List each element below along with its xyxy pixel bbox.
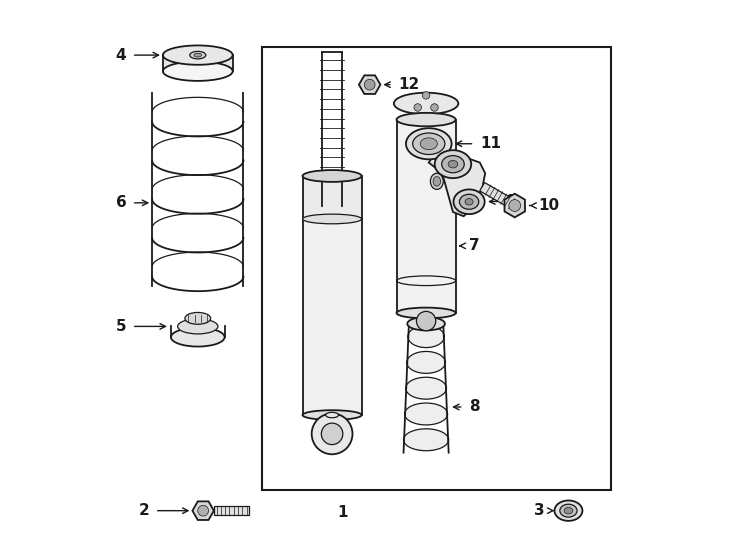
Ellipse shape (459, 194, 479, 210)
Ellipse shape (435, 150, 471, 178)
Text: 3: 3 (534, 503, 545, 518)
Circle shape (364, 79, 375, 90)
Bar (302, 176, 362, 219)
Ellipse shape (406, 377, 446, 399)
Ellipse shape (420, 138, 437, 150)
Ellipse shape (408, 326, 444, 348)
Ellipse shape (404, 403, 448, 425)
Ellipse shape (454, 190, 484, 214)
Ellipse shape (430, 173, 443, 190)
Text: 2: 2 (139, 503, 150, 518)
Ellipse shape (448, 160, 458, 168)
Text: 12: 12 (398, 77, 419, 92)
Text: 4: 4 (116, 48, 126, 63)
Ellipse shape (326, 413, 338, 418)
Ellipse shape (465, 199, 473, 205)
Ellipse shape (407, 352, 446, 373)
Ellipse shape (302, 410, 362, 420)
Ellipse shape (413, 133, 445, 154)
Bar (302, 219, 362, 415)
Circle shape (509, 200, 520, 212)
Ellipse shape (407, 317, 445, 330)
Ellipse shape (302, 170, 362, 182)
Text: 5: 5 (116, 319, 126, 334)
Circle shape (414, 104, 421, 111)
Ellipse shape (163, 45, 233, 65)
Text: 6: 6 (115, 195, 126, 211)
Bar (214, 507, 249, 515)
Polygon shape (429, 152, 485, 217)
Text: 7: 7 (469, 238, 480, 253)
Ellipse shape (394, 93, 458, 114)
Ellipse shape (171, 328, 225, 347)
Ellipse shape (396, 113, 456, 126)
Circle shape (321, 423, 343, 444)
Text: 11: 11 (480, 136, 501, 151)
Circle shape (197, 505, 208, 516)
Ellipse shape (185, 313, 211, 324)
Text: 9: 9 (506, 194, 516, 209)
Bar (163, 55, 233, 71)
Ellipse shape (189, 51, 206, 59)
Ellipse shape (404, 429, 448, 451)
Polygon shape (480, 183, 517, 210)
Ellipse shape (396, 308, 456, 319)
Ellipse shape (302, 214, 362, 224)
Ellipse shape (406, 128, 451, 159)
Ellipse shape (163, 62, 233, 81)
Ellipse shape (564, 508, 573, 514)
Ellipse shape (442, 156, 464, 173)
Text: 1: 1 (338, 505, 348, 521)
Ellipse shape (554, 501, 582, 521)
Ellipse shape (194, 53, 202, 57)
Circle shape (416, 312, 436, 330)
Circle shape (431, 104, 438, 111)
Ellipse shape (560, 504, 577, 517)
Circle shape (422, 92, 430, 99)
Ellipse shape (178, 319, 218, 334)
Bar (396, 119, 456, 313)
Ellipse shape (433, 177, 440, 186)
Bar (262, 47, 611, 490)
Text: 10: 10 (538, 198, 559, 213)
Circle shape (312, 414, 352, 454)
Text: 8: 8 (469, 400, 480, 415)
